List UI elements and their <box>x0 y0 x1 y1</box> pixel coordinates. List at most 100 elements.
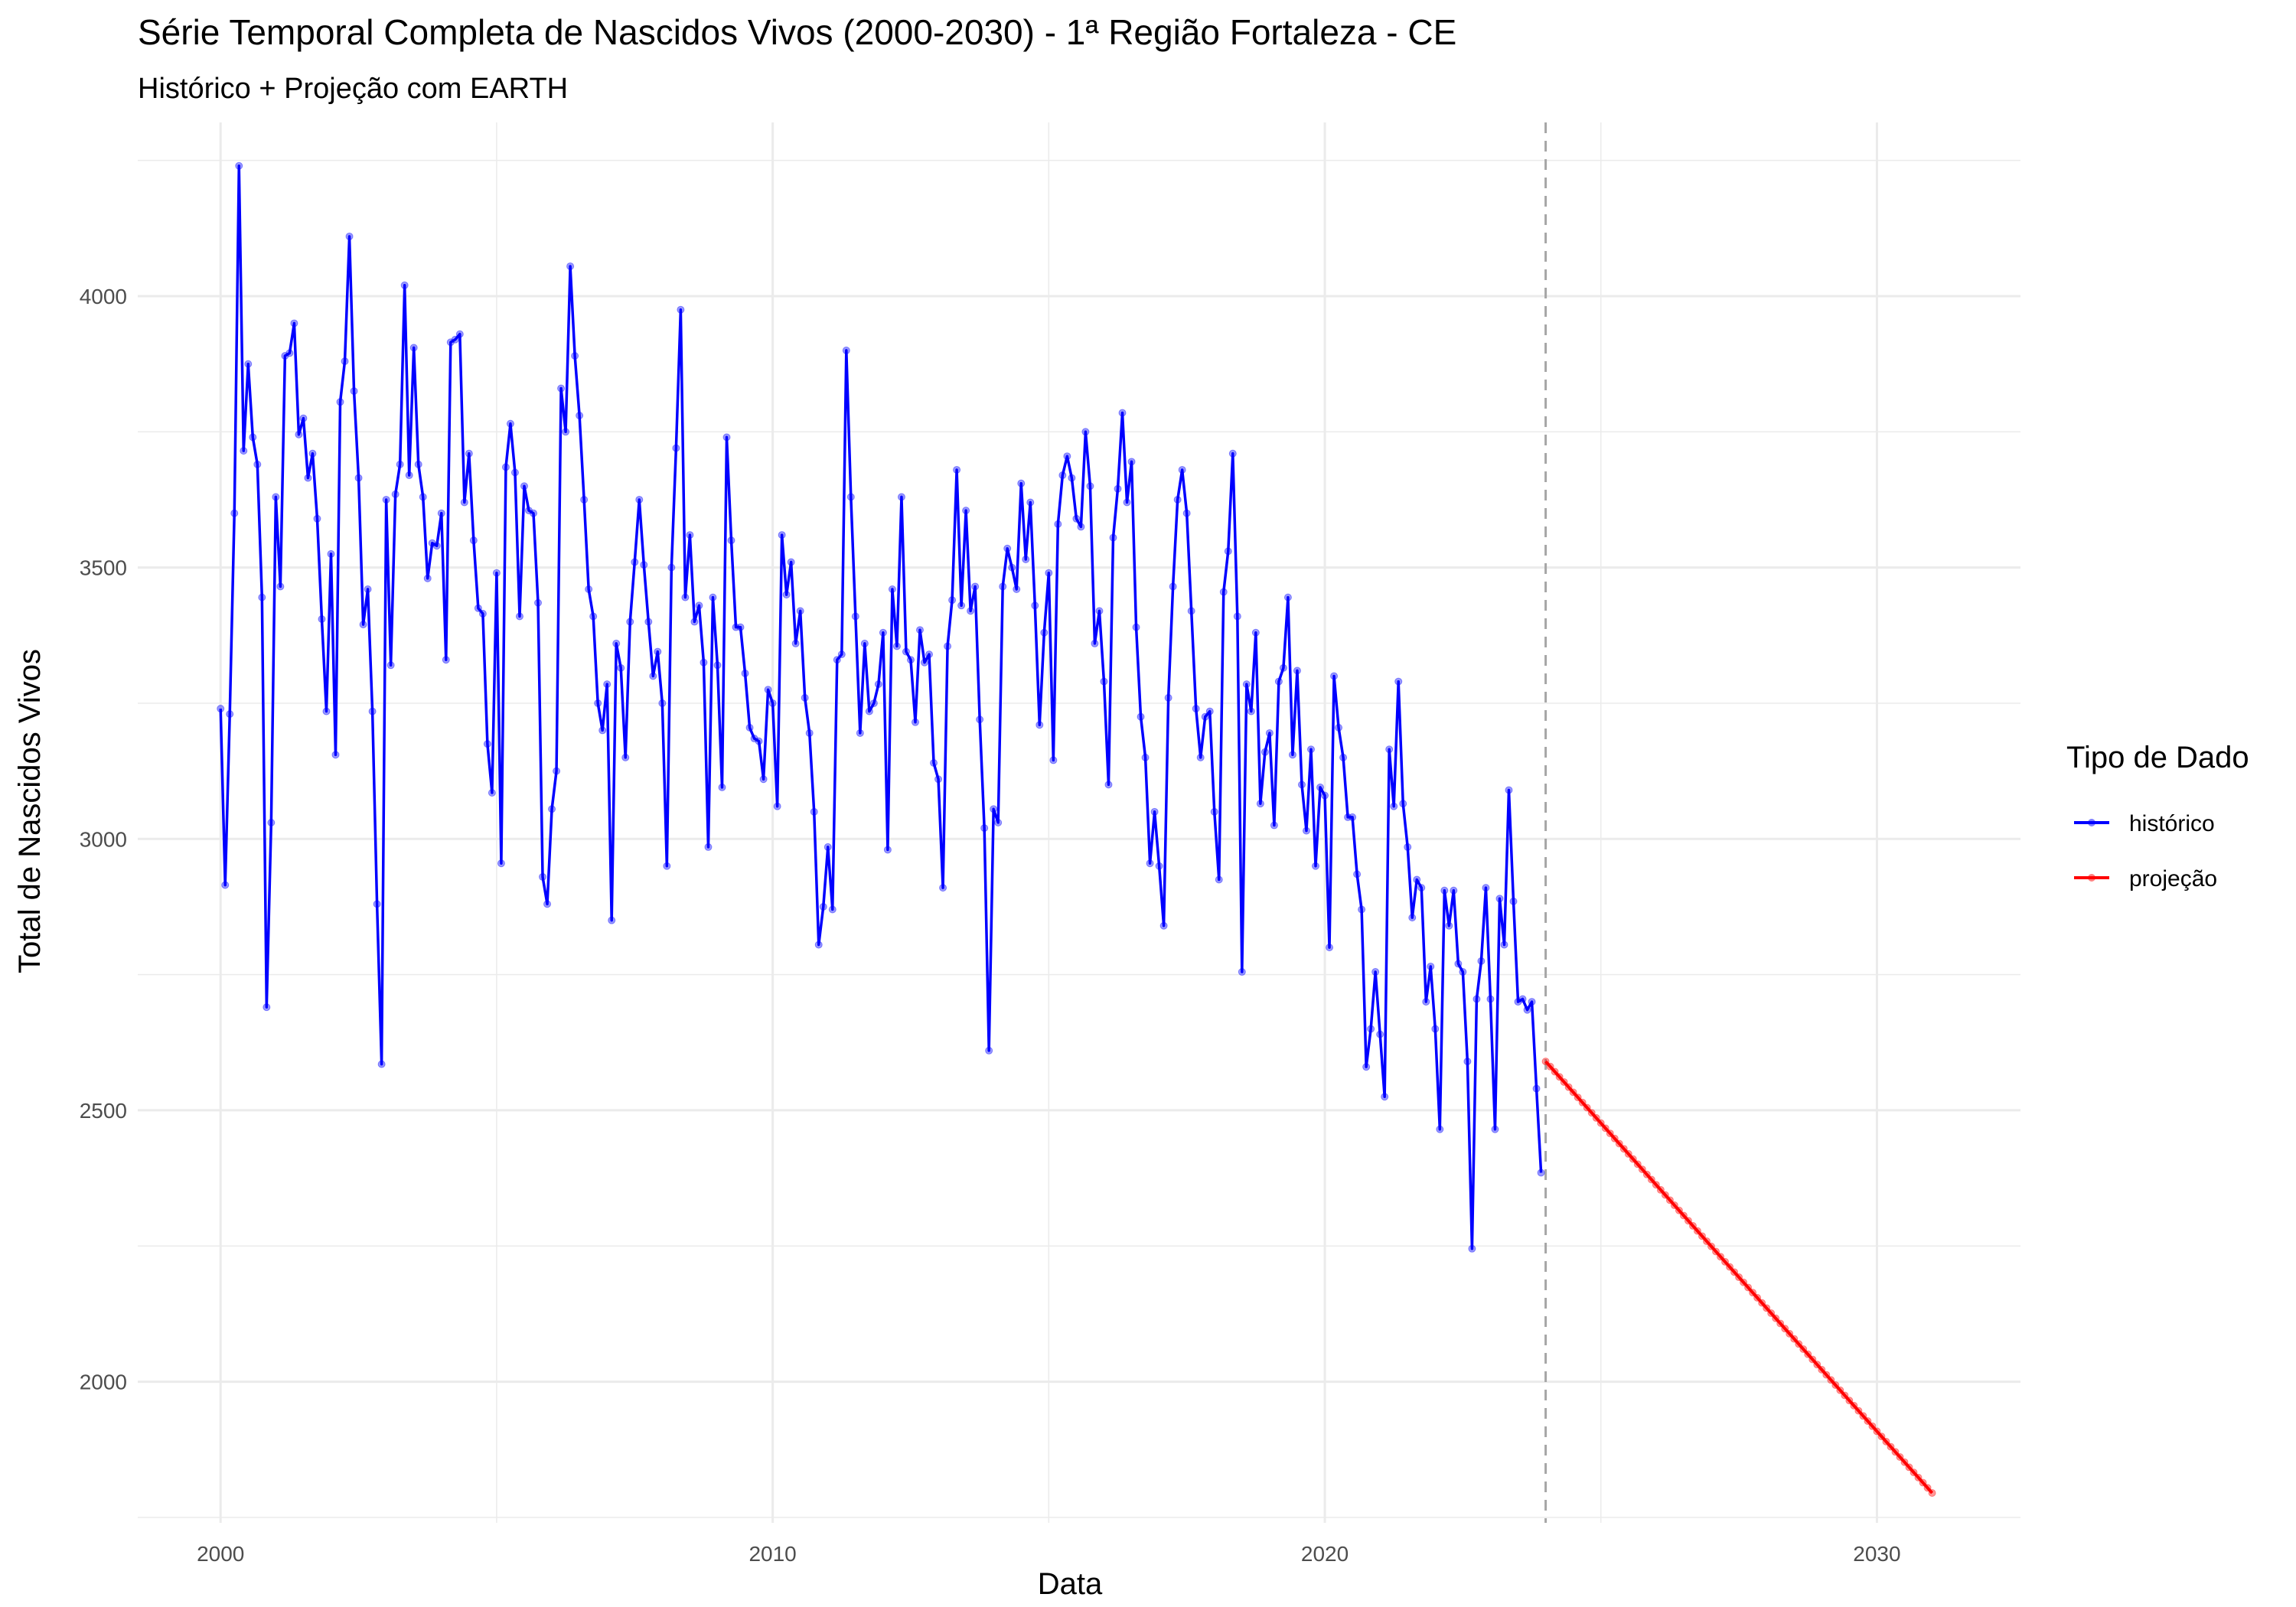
point-historico <box>451 335 459 344</box>
point-historico <box>681 593 690 601</box>
point-historico <box>709 593 717 601</box>
point-historico <box>557 384 566 393</box>
y-tick-label: 3000 <box>80 827 127 851</box>
point-historico <box>1306 745 1315 754</box>
point-historico <box>879 628 887 637</box>
point-projecao <box>1808 1355 1817 1364</box>
point-historico <box>506 419 514 428</box>
point-historico <box>1022 555 1030 563</box>
point-historico <box>345 232 354 240</box>
point-projecao <box>1665 1196 1674 1204</box>
point-projecao <box>1707 1242 1716 1250</box>
point-historico <box>1468 1244 1476 1253</box>
point-historico <box>846 493 855 501</box>
point-historico <box>1196 753 1205 761</box>
point-projecao <box>1656 1185 1665 1194</box>
point-historico <box>1454 960 1463 968</box>
point-projecao <box>1684 1217 1692 1225</box>
point-projecao <box>1836 1386 1844 1394</box>
point-historico <box>967 607 975 615</box>
point-historico <box>1523 1006 1531 1014</box>
point-historico <box>1132 623 1140 631</box>
point-historico <box>576 412 584 420</box>
point-projecao <box>1753 1293 1762 1302</box>
point-historico <box>1086 482 1094 491</box>
point-historico <box>690 618 699 626</box>
point-historico <box>1008 563 1016 572</box>
point-historico <box>1063 452 1071 461</box>
point-historico <box>308 449 317 458</box>
x-tick-label: 2010 <box>748 1542 796 1566</box>
point-historico <box>971 582 980 591</box>
point-historico <box>1463 1058 1472 1066</box>
point-historico <box>819 902 827 911</box>
point-projecao <box>1767 1309 1776 1318</box>
point-historico <box>469 536 478 545</box>
point-historico <box>354 474 363 482</box>
chart-title: Série Temporal Completa de Nascidos Vivo… <box>138 12 1456 52</box>
point-historico <box>713 661 722 670</box>
legend-item-historico: histórico <box>2074 811 2215 836</box>
point-projecao <box>1804 1350 1812 1358</box>
x-tick-label: 2020 <box>1301 1542 1349 1566</box>
point-historico <box>837 650 846 659</box>
point-projecao <box>1735 1273 1743 1282</box>
point-historico <box>1054 520 1062 528</box>
point-historico <box>805 729 814 737</box>
point-projecao <box>1919 1478 1927 1487</box>
point-historico <box>1518 995 1527 1003</box>
point-projecao <box>1910 1468 1918 1477</box>
point-projecao <box>1633 1160 1642 1169</box>
legend-key-point-projecao <box>2088 874 2095 882</box>
point-projecao <box>1619 1145 1628 1153</box>
point-historico <box>1293 667 1301 675</box>
point-historico <box>235 161 243 170</box>
point-historico <box>1537 1169 1545 1177</box>
point-historico <box>640 561 648 569</box>
point-historico <box>1514 998 1522 1006</box>
point-historico <box>906 656 915 664</box>
point-historico <box>244 360 253 368</box>
point-projecao <box>1795 1340 1803 1348</box>
point-projecao <box>1877 1433 1886 1441</box>
point-historico <box>1312 862 1320 870</box>
point-historico <box>1288 751 1296 759</box>
legend-item-projecao: projeção <box>2074 866 2217 892</box>
point-historico <box>497 859 505 868</box>
point-historico <box>915 626 924 634</box>
point-projecao <box>1610 1134 1619 1143</box>
point-historico <box>1210 807 1218 816</box>
point-historico <box>281 352 289 360</box>
point-projecao <box>1781 1325 1789 1333</box>
point-historico <box>869 699 878 707</box>
point-historico <box>1104 781 1113 789</box>
point-projecao <box>1583 1103 1591 1112</box>
point-historico <box>801 693 809 702</box>
point-historico <box>524 507 533 515</box>
point-historico <box>1261 748 1269 756</box>
point-historico <box>631 558 639 566</box>
point-historico <box>1118 409 1127 417</box>
point-projecao <box>1712 1247 1720 1256</box>
point-historico <box>814 940 823 949</box>
point-projecao <box>1744 1283 1753 1292</box>
point-historico <box>654 647 662 656</box>
point-projecao <box>1592 1113 1600 1122</box>
point-projecao <box>1763 1304 1771 1312</box>
point-projecao <box>1772 1314 1780 1322</box>
point-projecao <box>1827 1376 1835 1384</box>
point-historico <box>1242 680 1251 689</box>
point-historico <box>1031 601 1039 610</box>
point-projecao <box>1873 1427 1881 1436</box>
point-historico <box>1013 585 1021 593</box>
point-historico <box>791 639 800 647</box>
point-historico <box>1035 721 1044 729</box>
point-historico <box>1127 458 1136 466</box>
point-projecao <box>1790 1335 1799 1343</box>
point-projecao <box>1652 1181 1660 1189</box>
point-historico <box>364 585 372 593</box>
point-projecao <box>1560 1077 1568 1086</box>
point-historico <box>534 598 543 607</box>
point-historico <box>1459 968 1467 976</box>
point-projecao <box>1541 1058 1550 1066</box>
